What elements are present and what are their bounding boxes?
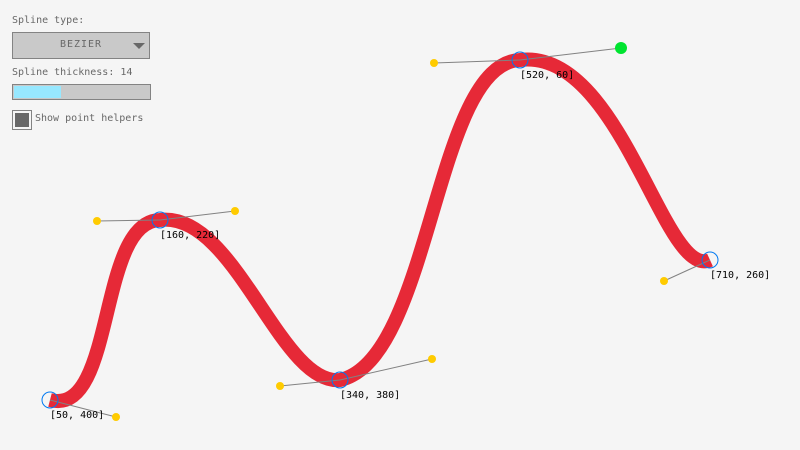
spline-type-label: Spline type: <box>12 15 85 26</box>
handle-line <box>49 399 117 418</box>
spline-type-value: BEZIER <box>59 39 103 50</box>
spline-curve <box>48 52 713 408</box>
handle-line <box>339 358 433 381</box>
handle-line <box>96 219 161 222</box>
control-handle[interactable] <box>93 217 101 225</box>
point-coordinate-label: [340, 380] <box>340 390 400 401</box>
handle-line <box>159 210 236 221</box>
control-handle[interactable] <box>231 207 239 215</box>
control-handle[interactable] <box>112 413 120 421</box>
handle-line <box>279 379 341 387</box>
point-coordinate-label: [710, 260] <box>710 270 770 281</box>
spline-point[interactable] <box>331 371 349 389</box>
point-coordinate-label: [520, 60] <box>520 70 574 81</box>
handle-line <box>519 47 622 61</box>
control-handle[interactable] <box>660 277 668 285</box>
show-helpers-checkbox[interactable] <box>12 110 32 130</box>
spline-point[interactable] <box>511 51 529 69</box>
spline-point[interactable] <box>41 391 59 409</box>
spline-point[interactable] <box>701 251 719 269</box>
show-helpers-label: Show point helpers <box>35 113 144 124</box>
spline-type-dropdown[interactable]: BEZIER <box>12 32 150 59</box>
spline-point[interactable] <box>151 211 169 229</box>
checkbox-check-icon <box>15 113 29 127</box>
control-handle[interactable] <box>428 355 436 363</box>
handle-line <box>433 59 521 64</box>
thickness-slider-fill <box>14 86 62 98</box>
control-handle[interactable] <box>430 59 438 67</box>
thickness-slider[interactable] <box>12 84 151 100</box>
chevron-down-icon <box>133 43 145 49</box>
control-handle[interactable] <box>276 382 284 390</box>
point-coordinate-label: [50, 400] <box>50 410 104 421</box>
point-coordinate-label: [160, 220] <box>160 230 220 241</box>
control-handle[interactable] <box>615 42 627 54</box>
thickness-label: Spline thickness: 14 <box>12 67 133 78</box>
